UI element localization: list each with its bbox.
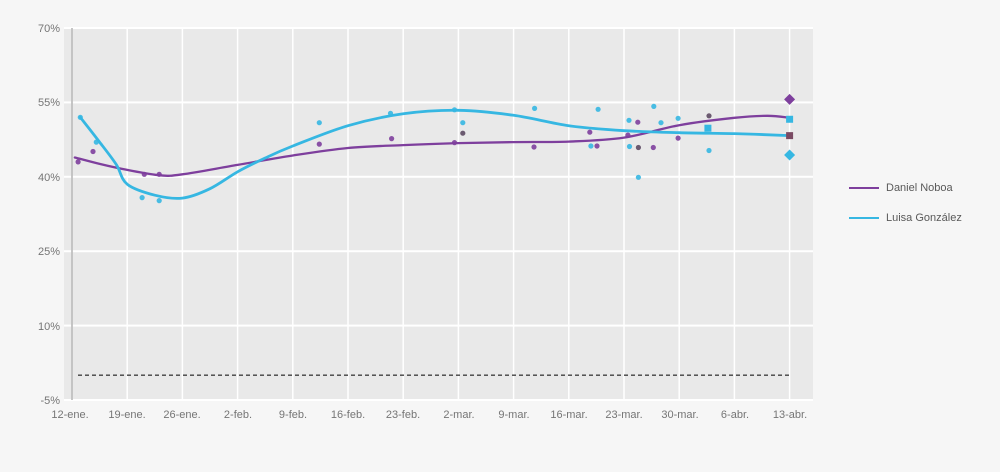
poll-point-gonzalez — [658, 120, 664, 126]
x-tick-label: 12-ene. — [51, 409, 88, 421]
poll-point-gonzalez — [156, 198, 162, 204]
legend-label-noboa: Daniel Noboa — [886, 181, 953, 194]
final-square-gonzalez — [786, 115, 794, 123]
poll-point-noboa — [635, 144, 642, 151]
poll-point-gonzalez — [93, 139, 99, 145]
poll-point-noboa — [635, 119, 641, 125]
x-tick-label: 6-abr. — [721, 409, 749, 421]
plot-background — [64, 28, 813, 400]
poll-point-gonzalez — [316, 120, 322, 126]
poll-point-noboa — [156, 171, 162, 177]
final-square-noboa — [786, 132, 794, 140]
poll-point-noboa — [706, 113, 712, 119]
poll-point-gonzalez — [626, 117, 632, 123]
poll-point-noboa — [316, 141, 322, 147]
poll-point-gonzalez — [706, 147, 712, 154]
y-tick-label: -5% — [40, 395, 60, 407]
poll-point-gonzalez — [387, 110, 394, 116]
poll-point-noboa — [451, 140, 458, 146]
poll-point-noboa — [141, 171, 147, 177]
poll-point-gonzalez — [675, 115, 681, 121]
poll-point-gonzalez — [626, 143, 633, 150]
poll-point-noboa — [594, 143, 600, 149]
x-tick-label: 23-mar. — [605, 409, 642, 421]
poll-point-noboa — [90, 148, 96, 155]
x-tick-label: 26-ene. — [163, 409, 200, 421]
legend-line-swatch-noboa — [849, 186, 879, 189]
y-tick-label: 55% — [38, 97, 60, 109]
x-tick-label: 13-abr. — [773, 409, 807, 421]
trend-line-noboa — [73, 114, 791, 177]
poll-point-gonzalez — [595, 106, 601, 112]
x-tick-label: 16-mar. — [550, 409, 587, 421]
poll-point-noboa — [389, 136, 395, 142]
legend-item-luisa-gonzalez: Luisa González — [849, 210, 962, 225]
x-tick-label: 2-mar. — [443, 409, 474, 421]
x-tick-label: 19-ene. — [108, 409, 145, 421]
poll-points — [75, 93, 796, 204]
y-tick-label: 40% — [38, 172, 60, 184]
legend-line-swatch-gonzalez — [849, 216, 879, 219]
poll-point-gonzalez — [651, 103, 657, 109]
poll-point-noboa — [75, 159, 81, 165]
x-tick-label: 16-feb. — [331, 409, 365, 421]
trend-line-gonzalez — [78, 108, 791, 200]
y-tick-label: 70% — [38, 23, 60, 35]
legend-label-gonzalez: Luisa González — [886, 211, 962, 224]
poll-point-gonzalez — [77, 114, 83, 120]
poll-point-gonzalez — [460, 120, 466, 126]
x-axis-labels: 12-ene. 19-ene. 26-ene. 2-feb. 9-feb. 16… — [51, 409, 807, 421]
chart-legend: Daniel Noboa Luisa González — [849, 180, 962, 240]
poll-point-gonzalez — [635, 174, 642, 180]
result-diamond-noboa — [784, 93, 796, 105]
y-axis-labels: 70% 55% 40% 25% 10% -5% — [38, 23, 60, 407]
poll-point-noboa — [460, 130, 466, 136]
final-square-gonzalez — [704, 124, 712, 132]
legend-item-daniel-noboa: Daniel Noboa — [849, 180, 962, 195]
poll-point-noboa — [650, 144, 656, 151]
x-tick-label: 9-mar. — [498, 409, 529, 421]
poll-point-gonzalez — [532, 105, 538, 111]
poll-point-gonzalez — [139, 195, 145, 201]
gridlines — [64, 27, 813, 401]
plot-area — [64, 28, 813, 400]
x-tick-label: 9-feb. — [279, 409, 307, 421]
y-tick-label: 10% — [38, 321, 60, 333]
x-tick-label: 2-feb. — [224, 409, 252, 421]
y-tick-label: 25% — [38, 246, 60, 258]
x-tick-label: 30-mar. — [661, 409, 698, 421]
poll-point-noboa — [625, 132, 631, 138]
poll-point-noboa — [675, 135, 681, 141]
x-tick-label: 23-feb. — [386, 409, 420, 421]
poll-point-noboa — [587, 129, 593, 135]
poll-point-gonzalez — [451, 107, 458, 113]
poll-point-noboa — [531, 144, 537, 150]
result-diamond-gonzalez — [784, 149, 796, 161]
trend-lines — [73, 108, 791, 200]
poll-point-gonzalez — [588, 143, 594, 149]
